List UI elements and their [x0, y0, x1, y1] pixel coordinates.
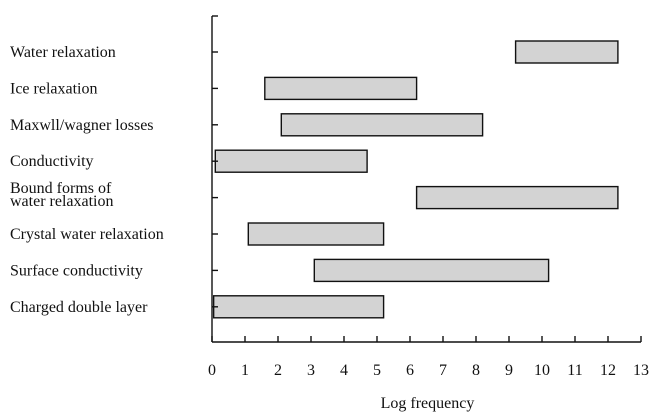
bars	[212, 40, 619, 319]
x-tick-label: 12	[600, 362, 616, 379]
x-tick-label: 7	[439, 362, 447, 379]
category-labels: Water relaxation Ice relaxation Maxwll/wag…	[10, 44, 164, 316]
x-tick-label: 4	[340, 362, 348, 379]
range-bar	[212, 295, 385, 319]
x-tick-label: 13	[633, 362, 649, 379]
range-bar	[214, 149, 368, 173]
range-bar	[264, 76, 418, 101]
category-label: water relaxation	[10, 193, 114, 210]
x-tick-label: 10	[534, 362, 550, 379]
x-tick-label: 2	[274, 362, 282, 379]
category-label: Bound forms of	[10, 180, 112, 197]
category-label: Crystal water relaxation	[10, 226, 164, 243]
x-tick-label: 3	[307, 362, 315, 379]
x-tick-label: 5	[373, 362, 381, 379]
x-tick-label: 11	[567, 362, 582, 379]
x-axis-title: Log frequency	[381, 395, 475, 412]
range-bar	[280, 113, 484, 137]
x-tick-label: 0	[208, 362, 216, 379]
category-label: Ice relaxation	[10, 80, 98, 97]
x-tick-label: 9	[505, 362, 513, 379]
range-bar	[247, 222, 385, 246]
x-tick-label: 1	[241, 362, 249, 379]
range-bar	[514, 40, 619, 64]
x-tick-label: 6	[406, 362, 414, 379]
x-tick-label: 8	[472, 362, 480, 379]
y-ticks	[212, 15, 218, 308]
category-label: Charged double layer	[10, 299, 148, 316]
range-bar	[415, 185, 619, 210]
range-bar	[313, 258, 550, 283]
x-ticks: 0 1 2 3 4 5 6 7 8 9 10 11 12 13	[208, 336, 649, 379]
category-label: Surface conductivity	[10, 262, 143, 279]
category-label: Conductivity	[10, 153, 94, 170]
category-label: Water relaxation	[10, 44, 116, 61]
category-label: Maxwll/wagner losses	[10, 117, 154, 134]
